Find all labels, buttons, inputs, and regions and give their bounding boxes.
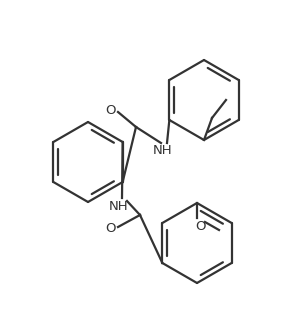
Text: NH: NH bbox=[153, 143, 173, 156]
Text: O: O bbox=[105, 222, 115, 235]
Text: O: O bbox=[196, 219, 206, 232]
Text: NH: NH bbox=[109, 200, 129, 213]
Text: O: O bbox=[106, 104, 116, 117]
